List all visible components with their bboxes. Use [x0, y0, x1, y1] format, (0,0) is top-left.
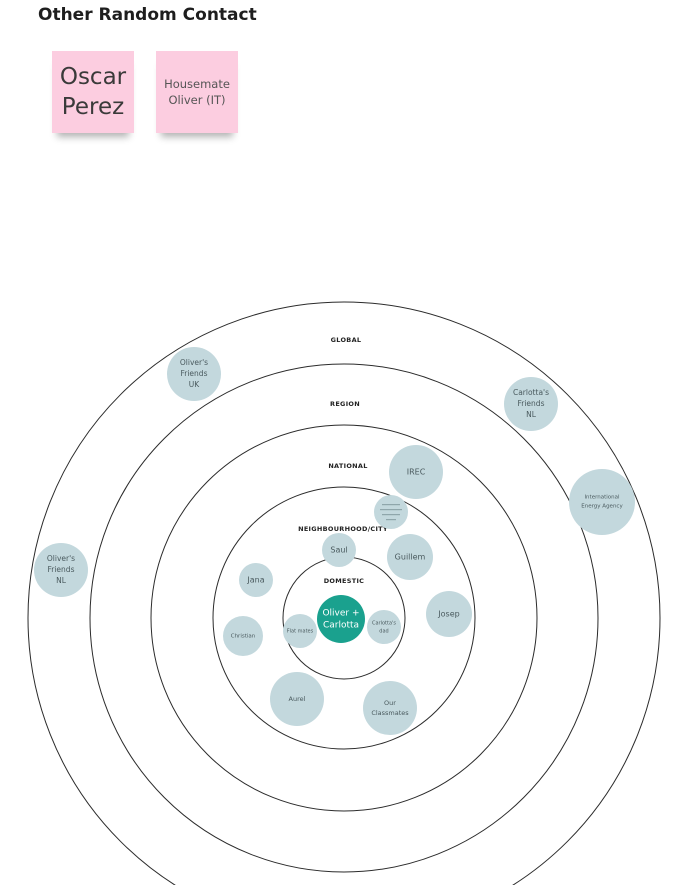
node-olivers-friends-uk[interactable]: Oliver's Friends UK [167, 347, 221, 401]
node-international-energy-agency[interactable]: International Energy Agency [569, 469, 635, 535]
node-our-classmates[interactable]: Our Classmates [363, 681, 417, 735]
node-olivers-friends-nl[interactable]: Oliver's Friends NL [34, 543, 88, 597]
ring-label-global: GLOBAL [331, 336, 362, 344]
node-carlottas-friends-nl[interactable]: Carlotta's Friends NL [504, 377, 558, 431]
node-label: Friends [48, 565, 75, 574]
node-label: Carlotta's [372, 621, 396, 627]
node-label: NL [526, 410, 537, 419]
node-label: Guillem [395, 553, 426, 562]
node-jana[interactable]: Jana [239, 563, 273, 597]
node-label: NL [56, 576, 67, 585]
node-label: Saul [330, 546, 347, 555]
node-label: Energy Agency [581, 504, 623, 510]
node-label: Carlotta's [513, 388, 549, 397]
ring-label-domestic: DOMESTIC [324, 577, 365, 585]
node-saul[interactable]: Saul [322, 533, 356, 567]
node-label: Christian [231, 634, 256, 640]
node-label: Flat mates [287, 629, 314, 635]
node-label: Oliver's [47, 554, 75, 563]
ring-national [150, 424, 538, 812]
sticky-note-line: Oscar [59, 64, 127, 90]
node-josep[interactable]: Josep [426, 591, 472, 637]
ring-global [27, 301, 661, 885]
sticky-note-line: Perez [61, 94, 125, 120]
sticky-note-line: Oliver (IT) [168, 93, 226, 107]
ring-label-national: NATIONAL [328, 462, 367, 470]
ring-label-region: REGION [330, 400, 360, 408]
node-label: Oliver + [322, 609, 359, 619]
node-label: Oliver's [180, 358, 208, 367]
node-label: Aurel [289, 695, 306, 703]
node-label: Josep [437, 610, 459, 619]
ring-region [89, 363, 599, 873]
node-label: Jana [246, 576, 264, 585]
node-christian[interactable]: Christian [223, 616, 263, 656]
node-irec[interactable]: IREC [389, 445, 443, 499]
node-label: dad [379, 629, 388, 635]
node-aurel[interactable]: Aurel [270, 672, 324, 726]
node-label: Friends [181, 369, 208, 378]
sticky-note-oscar-perez[interactable]: Oscar Perez [52, 51, 134, 133]
node-label: International [584, 495, 620, 501]
node-label: Carlotta [323, 621, 359, 631]
node-label: UK [189, 380, 200, 389]
node-label: Friends [518, 399, 545, 408]
node-guillem[interactable]: Guillem [387, 534, 433, 580]
node-label: IREC [407, 468, 426, 477]
sticky-note-housemate[interactable]: Housemate Oliver (IT) [156, 51, 238, 133]
node-unreadable-small[interactable] [374, 495, 408, 529]
node-flat-mates[interactable]: Flat mates [283, 614, 317, 648]
node-label: Our [384, 699, 396, 707]
node-label: Classmates [371, 709, 409, 717]
ring-neighbourhood [212, 486, 476, 750]
sticky-note-line: Housemate [164, 77, 230, 91]
ring-label-neighbourhood: NEIGHBOURHOOD/CITY [298, 525, 388, 533]
node-oliver-carlotta[interactable]: Oliver + Carlotta [317, 595, 365, 643]
node-carlottas-dad[interactable]: Carlotta's dad [367, 610, 401, 644]
section-title: Other Random Contact [38, 5, 257, 25]
